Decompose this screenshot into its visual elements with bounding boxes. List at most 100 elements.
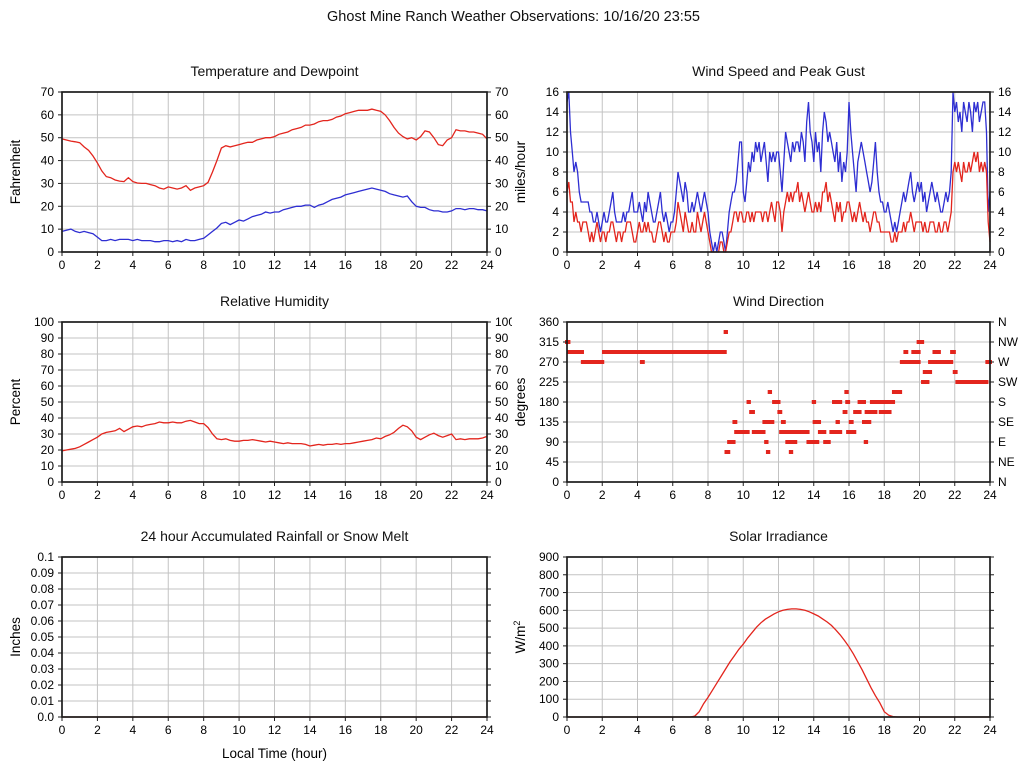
- svg-text:10: 10: [232, 258, 246, 272]
- svg-text:0: 0: [552, 710, 559, 724]
- svg-text:12: 12: [546, 125, 560, 139]
- svg-text:10: 10: [41, 459, 55, 473]
- svg-text:90: 90: [41, 331, 55, 345]
- svg-text:0: 0: [564, 488, 571, 502]
- svg-text:10: 10: [737, 723, 751, 737]
- svg-text:18: 18: [878, 723, 892, 737]
- svg-text:100: 100: [495, 315, 512, 329]
- svg-text:30: 30: [41, 176, 55, 190]
- svg-text:40: 40: [41, 411, 55, 425]
- svg-text:20: 20: [41, 199, 55, 213]
- svg-text:20: 20: [41, 443, 55, 457]
- svg-text:16: 16: [339, 723, 353, 737]
- svg-text:24: 24: [480, 258, 494, 272]
- svg-text:12: 12: [772, 488, 786, 502]
- svg-text:12: 12: [772, 258, 786, 272]
- svg-text:Percent: Percent: [8, 378, 23, 425]
- svg-text:0: 0: [998, 245, 1005, 259]
- svg-text:400: 400: [539, 639, 559, 653]
- svg-text:22: 22: [948, 258, 962, 272]
- svg-text:0: 0: [59, 723, 66, 737]
- svg-text:0: 0: [564, 258, 571, 272]
- svg-text:80: 80: [41, 347, 55, 361]
- svg-text:2: 2: [94, 723, 101, 737]
- svg-text:20: 20: [409, 258, 423, 272]
- svg-text:20: 20: [913, 488, 927, 502]
- svg-text:10: 10: [232, 723, 246, 737]
- svg-text:40: 40: [41, 154, 55, 168]
- svg-text:Fahrenheit: Fahrenheit: [8, 139, 23, 204]
- svg-text:10: 10: [546, 145, 560, 159]
- svg-text:0.04: 0.04: [31, 646, 55, 660]
- svg-text:0: 0: [552, 475, 559, 489]
- svg-text:14: 14: [807, 258, 821, 272]
- svg-text:40: 40: [495, 154, 509, 168]
- wind-speed-gust-title: Wind Speed and Peak Gust: [692, 63, 865, 79]
- svg-text:16: 16: [339, 488, 353, 502]
- svg-text:W/m2: W/m2: [512, 621, 528, 654]
- svg-text:8: 8: [552, 165, 559, 179]
- svg-text:N: N: [998, 475, 1007, 489]
- svg-text:14: 14: [807, 723, 821, 737]
- svg-text:60: 60: [41, 108, 55, 122]
- svg-text:16: 16: [546, 85, 560, 99]
- svg-text:12: 12: [268, 488, 282, 502]
- svg-text:50: 50: [495, 131, 509, 145]
- svg-text:18: 18: [878, 258, 892, 272]
- svg-text:2: 2: [552, 225, 559, 239]
- svg-text:10: 10: [737, 258, 751, 272]
- svg-text:70: 70: [495, 363, 509, 377]
- page-title: Ghost Mine Ranch Weather Observations: 1…: [327, 9, 700, 25]
- svg-text:8: 8: [200, 258, 207, 272]
- svg-text:0: 0: [495, 475, 502, 489]
- svg-text:50: 50: [41, 395, 55, 409]
- svg-text:30: 30: [495, 427, 509, 441]
- svg-text:30: 30: [495, 176, 509, 190]
- svg-text:18: 18: [374, 258, 388, 272]
- relative-humidity-title: Relative Humidity: [220, 293, 329, 309]
- svg-text:22: 22: [445, 258, 459, 272]
- svg-text:24: 24: [480, 488, 494, 502]
- svg-text:600: 600: [539, 603, 559, 617]
- svg-text:Local Time (hour): Local Time (hour): [222, 746, 327, 761]
- svg-text:90: 90: [495, 331, 509, 345]
- svg-text:45: 45: [546, 455, 560, 469]
- svg-text:0: 0: [495, 245, 502, 259]
- svg-text:180: 180: [539, 395, 559, 409]
- svg-text:8: 8: [705, 258, 712, 272]
- svg-text:4: 4: [552, 205, 559, 219]
- svg-text:20: 20: [495, 443, 509, 457]
- svg-text:miles/hour: miles/hour: [513, 140, 528, 203]
- svg-text:14: 14: [303, 723, 317, 737]
- svg-text:2: 2: [94, 488, 101, 502]
- svg-text:2: 2: [599, 258, 606, 272]
- svg-text:24: 24: [983, 723, 997, 737]
- svg-text:6: 6: [165, 258, 172, 272]
- svg-text:8: 8: [705, 488, 712, 502]
- svg-text:0: 0: [59, 258, 66, 272]
- svg-text:4: 4: [129, 488, 136, 502]
- svg-text:Inches: Inches: [8, 617, 23, 657]
- svg-text:100: 100: [539, 692, 559, 706]
- svg-text:500: 500: [539, 621, 559, 635]
- svg-text:14: 14: [303, 258, 317, 272]
- svg-text:2: 2: [599, 723, 606, 737]
- svg-text:12: 12: [772, 723, 786, 737]
- svg-text:100: 100: [34, 315, 54, 329]
- svg-text:200: 200: [539, 674, 559, 688]
- svg-text:20: 20: [913, 723, 927, 737]
- svg-text:8: 8: [200, 488, 207, 502]
- svg-text:70: 70: [41, 85, 55, 99]
- svg-text:22: 22: [948, 488, 962, 502]
- svg-text:2: 2: [998, 225, 1005, 239]
- svg-text:20: 20: [409, 723, 423, 737]
- svg-text:50: 50: [495, 395, 509, 409]
- svg-text:16: 16: [339, 258, 353, 272]
- svg-text:8: 8: [998, 165, 1005, 179]
- svg-text:16: 16: [842, 258, 856, 272]
- svg-text:225: 225: [539, 375, 559, 389]
- svg-text:8: 8: [200, 723, 207, 737]
- svg-text:10: 10: [737, 488, 751, 502]
